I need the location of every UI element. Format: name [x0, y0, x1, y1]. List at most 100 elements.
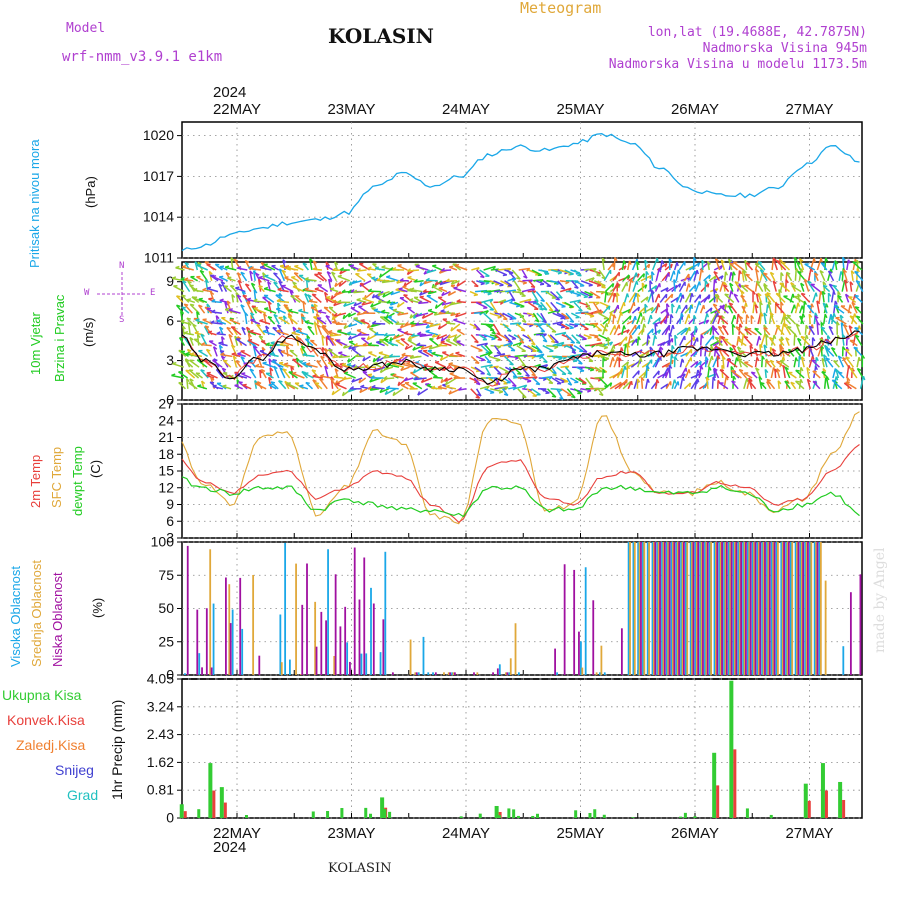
- wind-arrow-head: [250, 312, 255, 316]
- wind-arrow-head: [195, 318, 200, 321]
- wind-arrow-head: [795, 357, 799, 362]
- wind-arrow-head: [558, 296, 563, 299]
- wind-arrow: [349, 265, 361, 271]
- wind-arrow-head: [780, 272, 784, 277]
- wind-arrow-head: [833, 313, 837, 318]
- wind-arrow-head: [842, 356, 847, 361]
- cloud-bar-sred: [710, 542, 713, 675]
- wind-arrow: [334, 364, 343, 368]
- wind-arrow-head: [691, 293, 694, 298]
- wind-arrow-head: [509, 363, 514, 366]
- wind-arrow: [542, 344, 554, 352]
- wind-arrow: [447, 334, 458, 339]
- wind-arrow-head: [389, 337, 393, 342]
- wind-arrow: [368, 351, 377, 358]
- wind-arrow: [338, 280, 347, 287]
- wind-arrow: [250, 319, 261, 325]
- wind-arrow: [312, 260, 318, 271]
- wind-arrow-head: [224, 307, 230, 311]
- wind-arrow-head: [616, 282, 620, 287]
- wind-arrow: [334, 368, 339, 379]
- precip-bar-konvek: [183, 811, 187, 818]
- wind-arrow-head: [680, 292, 683, 298]
- wind-arrow-head: [523, 384, 528, 389]
- wind-arrow: [843, 382, 852, 390]
- wind-arrow-head: [811, 359, 817, 362]
- cloud-bar-vis: [279, 614, 282, 675]
- wind-arrow-head: [200, 333, 205, 337]
- wind-arrow: [822, 302, 828, 314]
- wind-arrow-head: [181, 294, 186, 297]
- wind-arrow: [452, 339, 462, 347]
- wind-arrow: [268, 384, 277, 390]
- wind-arrow: [814, 357, 818, 368]
- wind-arrow-head: [182, 280, 187, 284]
- wind-arrow-head: [399, 324, 404, 329]
- wind-arrow: [254, 380, 258, 389]
- wind-arrow: [565, 312, 575, 323]
- wind-arrow: [188, 382, 198, 390]
- wind-arrow: [416, 344, 427, 347]
- wind-arrow: [584, 290, 594, 296]
- wind-arrow: [819, 270, 826, 282]
- cloud-bar-nis: [706, 542, 709, 675]
- wind-arrow-head: [614, 257, 618, 262]
- wind-arrow-head: [372, 263, 377, 266]
- wind-arrow-head: [745, 273, 750, 276]
- wind-arrow: [392, 388, 404, 397]
- wind-arrow-head: [249, 270, 254, 275]
- wind-arrow: [321, 335, 325, 346]
- wind-arrow: [763, 327, 771, 336]
- wind-arrow-head: [305, 338, 310, 341]
- wind-arrow-head: [309, 258, 314, 263]
- wind-arrow: [292, 285, 305, 293]
- wind-arrow-head: [438, 342, 443, 347]
- wind-arrow-head: [492, 265, 497, 270]
- wind-arrow: [313, 268, 323, 271]
- wind-arrow-head: [658, 268, 662, 273]
- wind-arrow: [623, 344, 627, 357]
- wind-arrow: [622, 381, 631, 390]
- cloud-bar-nis: [306, 563, 308, 675]
- wind-arrow: [302, 362, 313, 368]
- wind-arrow-head: [475, 396, 480, 399]
- wind-arrow: [618, 336, 628, 347]
- wind-arrow: [395, 289, 405, 293]
- wind-arrow-head: [230, 257, 235, 262]
- wind-arrow: [778, 289, 782, 303]
- wind-arrow-head: [700, 365, 704, 370]
- wind-arrow-head: [635, 272, 638, 277]
- wind-arrow-head: [220, 349, 225, 353]
- wind-arrow: [200, 369, 209, 379]
- wind-arrow-head: [681, 358, 685, 363]
- wind-arrow: [294, 295, 304, 303]
- wind-arrow: [171, 374, 184, 379]
- cloud-bar-sred: [629, 542, 631, 675]
- wind-arrow-head: [380, 378, 384, 384]
- wind-arrow: [382, 290, 394, 298]
- cloud-bar-vis: [231, 609, 234, 675]
- wind-arrow-head: [646, 365, 650, 370]
- wind-arrow: [483, 301, 495, 311]
- wind-arrow: [655, 303, 660, 314]
- wind-arrow-head: [540, 299, 545, 303]
- wind-arrow-head: [381, 265, 386, 268]
- cloud-bar-vis: [656, 542, 659, 675]
- wind-arrow-head: [320, 355, 325, 359]
- wind-arrow: [178, 349, 187, 357]
- wind-arrow: [428, 290, 437, 295]
- wind-arrow-head: [629, 315, 632, 320]
- cloud-bar-sred: [633, 542, 636, 675]
- wind-arrow: [397, 264, 408, 271]
- wind-arrow: [704, 280, 707, 292]
- cloud-bar-sred: [777, 542, 779, 675]
- wind-arrow-head: [602, 357, 606, 362]
- wind-arrow: [410, 371, 420, 379]
- wind-arrow-head: [488, 351, 493, 354]
- wind-arrow-head: [529, 324, 534, 328]
- wind-arrow-head: [415, 361, 420, 364]
- wind-arrow: [820, 262, 828, 271]
- wind-arrow-head: [379, 388, 383, 393]
- wind-arrow: [573, 301, 583, 312]
- precip-bar-small: [745, 808, 749, 818]
